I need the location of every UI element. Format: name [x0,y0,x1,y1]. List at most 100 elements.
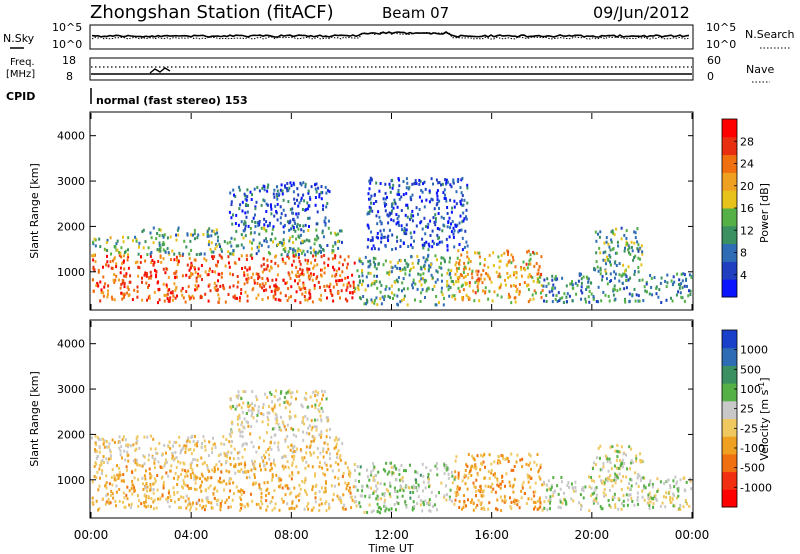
power-cell [599,268,602,272]
velocity-cell [266,395,269,399]
power-cell [174,296,177,300]
velocity-cell [422,474,425,478]
power-cell [166,292,169,296]
power-cell [436,278,439,282]
power-cell [302,181,305,185]
power-cell [637,299,640,303]
power-cell [371,238,374,242]
velocity-cell [277,398,279,402]
velocity-cell [205,504,207,508]
power-cell [188,268,191,272]
power-cell [433,284,436,288]
velocity-cell [361,489,364,493]
velocity-cell [616,449,619,453]
power-cell [388,182,391,186]
velocity-cell [643,498,646,502]
power-cell [279,216,282,220]
velocity-cell [366,475,369,479]
power-cell [496,293,499,297]
power-cell [263,289,265,293]
power-colorbar-swatch [722,243,737,262]
power-cell [157,301,159,305]
power-cell [251,288,254,292]
velocity-cell [290,491,293,495]
velocity-cell [292,428,295,432]
power-cell [637,256,640,260]
velocity-cell [305,493,308,496]
power-cell [187,285,190,289]
power-cell [105,263,107,267]
velocity-cell [527,497,530,501]
velocity-cell [190,461,193,465]
power-cell [182,252,185,256]
velocity-cell [633,503,636,507]
power-cell [396,261,399,265]
velocity-cell [161,466,164,470]
power-cell [274,261,277,265]
velocity-cell [524,492,526,495]
velocity-cell [310,440,313,444]
velocity-cell [335,445,337,449]
velocity-cell [193,435,196,438]
velocity-cell [244,463,247,467]
power-cell [346,266,348,270]
power-cell [95,284,98,288]
velocity-cell [247,504,250,508]
power-cell [274,204,277,208]
velocity-cell [137,493,140,497]
velocity-cell [654,493,657,497]
power-cell [185,290,188,293]
power-cell [429,234,432,237]
power-cell [608,253,611,257]
power-cell [641,252,644,256]
power-cell [194,271,197,274]
power-cell [606,257,609,261]
power-cell [459,202,462,206]
power-cell [159,254,162,258]
power-cell [326,244,329,247]
velocity-cell [104,484,107,488]
power-cell [259,283,262,287]
velocity-cell [358,503,361,507]
velocity-cell [137,504,140,508]
freq-tick-high: 18 [62,54,76,67]
power-cell [477,287,480,291]
velocity-cell [316,455,319,459]
velocity-cell [487,485,490,489]
power-cell [193,266,196,269]
power-cell [309,246,312,250]
power-cell [440,256,443,260]
velocity-cell [273,489,276,492]
power-cell [391,248,394,251]
velocity-cell [520,489,523,493]
power-cell [97,268,100,272]
power-cell [248,267,251,271]
power-cell [455,190,458,194]
power-cell [176,294,178,298]
velocity-cell [99,476,101,480]
power-cell [202,233,205,236]
power-cell [422,265,425,269]
velocity-cell [613,478,616,482]
power-cell [224,300,227,304]
velocity-cell [302,430,304,434]
power-cell [115,265,118,269]
velocity-cell [125,493,128,497]
velocity-cell [554,489,556,493]
power-cell [292,211,294,215]
power-cell [537,272,540,276]
power-cell [422,182,424,186]
velocity-cell [247,409,250,412]
power-cell [176,263,179,266]
velocity-cell [651,483,654,486]
velocity-cell [602,479,605,483]
velocity-cell [250,414,253,418]
power-cell [94,244,97,248]
power-cell [233,237,236,241]
power-cell [159,249,162,253]
power-cell [514,265,517,269]
power-cell [256,221,259,225]
power-cell [553,277,556,281]
power-cell [312,254,314,258]
velocity-cell [361,494,364,498]
